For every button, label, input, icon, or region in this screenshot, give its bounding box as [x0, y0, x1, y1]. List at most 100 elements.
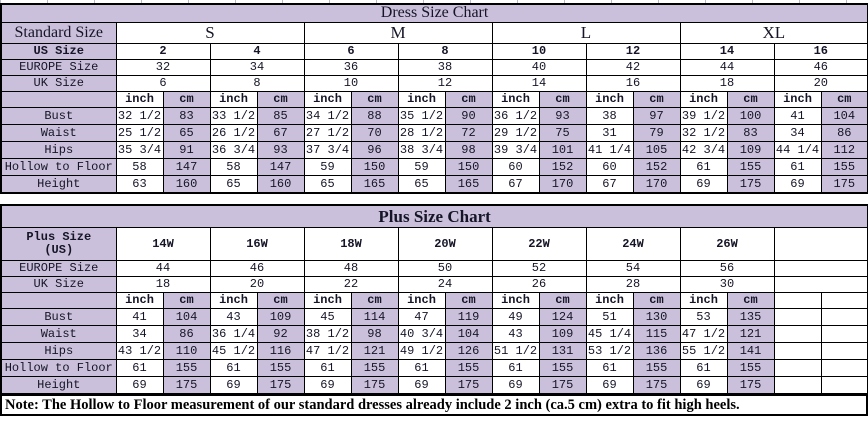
table-row: Dress Size Chart	[0, 3, 868, 23]
measure-cm-cell: 98	[444, 141, 493, 159]
table-row: Hips 43 1/2 110 45 1/2 116 47 1/2 121 49 1/2 126…	[0, 342, 868, 360]
size-value-cell: 14	[679, 43, 775, 60]
measure-cm-cell: 86	[162, 325, 211, 343]
size-value-cell: 38	[397, 59, 493, 76]
unit-inch-header: inch	[585, 91, 634, 108]
measure-cm-cell: 175	[162, 376, 211, 395]
measure-cm-cell: 150	[444, 158, 493, 176]
measure-inch-cell: 32 1/2	[115, 107, 164, 125]
size-value-cell: 18	[679, 75, 775, 92]
measure-inch-cell: 35 3/4	[115, 141, 164, 159]
size-group-header: 14W	[115, 227, 211, 261]
measure-inch-cell: 60	[585, 158, 634, 176]
measure-inch-cell: 42 3/4	[679, 141, 728, 159]
table-row: inch cm inch cm inch cm inch cm inch cm inch cm inch…	[0, 292, 868, 309]
measure-cm-cell: 109	[726, 141, 775, 159]
measure-cm-cell: 110	[162, 342, 211, 360]
unit-cm-header: cm	[726, 91, 775, 108]
measure-inch-cell: 53	[679, 308, 728, 326]
size-value-cell: 10	[303, 75, 399, 92]
empty-cell	[773, 292, 822, 309]
unit-inch-header: inch	[491, 91, 540, 108]
size-value-cell: 20	[209, 276, 305, 293]
empty-cell	[773, 376, 822, 395]
measure-inch-cell: 31	[585, 124, 634, 142]
measure-inch-cell: 51 1/2	[491, 342, 540, 360]
measure-inch-cell: 69	[209, 376, 258, 395]
size-value-cell: 34	[209, 59, 305, 76]
measure-inch-cell: 28 1/2	[397, 124, 446, 142]
size-value-cell: 12	[397, 75, 493, 92]
measure-inch-cell: 32 1/2	[679, 124, 728, 142]
table-row: Plus Size Chart	[0, 204, 868, 228]
measure-row-label: Bust	[0, 107, 117, 125]
size-value-cell: 48	[303, 260, 399, 277]
size-value-cell: 44	[679, 59, 775, 76]
size-value-cell: 22	[303, 276, 399, 293]
measure-cm-cell: 83	[726, 124, 775, 142]
size-row-label: EUROPE Size	[0, 260, 117, 277]
measure-cm-cell: 98	[350, 325, 399, 343]
measure-inch-cell: 59	[397, 158, 446, 176]
measure-inch-cell: 43	[209, 308, 258, 326]
measure-cm-cell: 115	[632, 325, 681, 343]
size-value-cell: 32	[115, 59, 211, 76]
empty-cell	[773, 276, 868, 293]
measure-inch-cell: 34	[773, 124, 822, 142]
measure-inch-cell: 61	[773, 158, 822, 176]
measure-row-label: Height	[0, 175, 117, 194]
measure-cm-cell: 175	[726, 175, 775, 194]
measure-cm-cell: 150	[350, 158, 399, 176]
measure-cm-cell: 93	[256, 141, 305, 159]
measure-cm-cell: 79	[632, 124, 681, 142]
measure-inch-cell: 67	[491, 175, 540, 194]
table-row: Bust 41 104 43 109 45 114 47 119 49 124 51 130 53 135	[0, 308, 868, 326]
measure-cm-cell: 155	[256, 359, 305, 377]
size-row-label: US Size	[0, 43, 117, 60]
unit-cm-header: cm	[538, 91, 587, 108]
unit-inch-header: inch	[303, 292, 352, 309]
measure-inch-cell: 36 3/4	[209, 141, 258, 159]
measure-cm-cell: 155	[444, 359, 493, 377]
measure-cm-cell: 96	[350, 141, 399, 159]
table-row: Height 69 175 69 175 69 175 69 175 69 175 69 175 69 17…	[0, 376, 868, 395]
unit-inch-header: inch	[115, 292, 164, 309]
measure-inch-cell: 40 3/4	[397, 325, 446, 343]
measure-inch-cell: 59	[303, 158, 352, 176]
size-group-header: XL	[679, 22, 868, 44]
measure-cm-cell: 175	[820, 175, 868, 194]
unit-inch-header: inch	[209, 91, 258, 108]
unit-inch-header: inch	[679, 292, 728, 309]
measure-cm-cell: 175	[726, 376, 775, 395]
measure-cm-cell: 165	[444, 175, 493, 194]
size-row-label: EUROPE Size	[0, 59, 117, 76]
measure-inch-cell: 34	[115, 325, 164, 343]
measure-cm-cell: 135	[726, 308, 775, 326]
empty-cell	[773, 260, 868, 277]
measure-inch-cell: 61	[679, 359, 728, 377]
unit-cm-header: cm	[632, 292, 681, 309]
measure-cm-cell: 121	[726, 325, 775, 343]
measure-inch-cell: 55 1/2	[679, 342, 728, 360]
measure-inch-cell: 69	[585, 376, 634, 395]
size-value-cell: 28	[585, 276, 681, 293]
measure-cm-cell: 109	[256, 308, 305, 326]
measure-inch-cell: 38 3/4	[397, 141, 446, 159]
corner-label: Plus Size (US)	[0, 227, 117, 261]
measure-cm-cell: 70	[350, 124, 399, 142]
table-row: Waist 34 86 36 1/4 92 38 1/2 98 40 3/4 104 43 109 4…	[0, 325, 868, 343]
table-row: Hollow to Floor 58 147 58 147 59 150 59 150 60 152…	[0, 158, 868, 176]
measure-cm-cell: 160	[256, 175, 305, 194]
unit-cm-header: cm	[256, 91, 305, 108]
measure-row-label: Hollow to Floor	[0, 158, 117, 176]
measure-inch-cell: 26 1/2	[209, 124, 258, 142]
unit-inch-header: inch	[209, 292, 258, 309]
size-value-cell: 16	[585, 75, 681, 92]
unit-cm-header: cm	[350, 91, 399, 108]
size-group-header: 20W	[397, 227, 493, 261]
empty-cell	[773, 308, 822, 326]
empty-cell	[773, 227, 868, 261]
unit-cm-header: cm	[256, 292, 305, 309]
size-value-cell: 40	[491, 59, 587, 76]
size-value-cell: 26	[491, 276, 587, 293]
